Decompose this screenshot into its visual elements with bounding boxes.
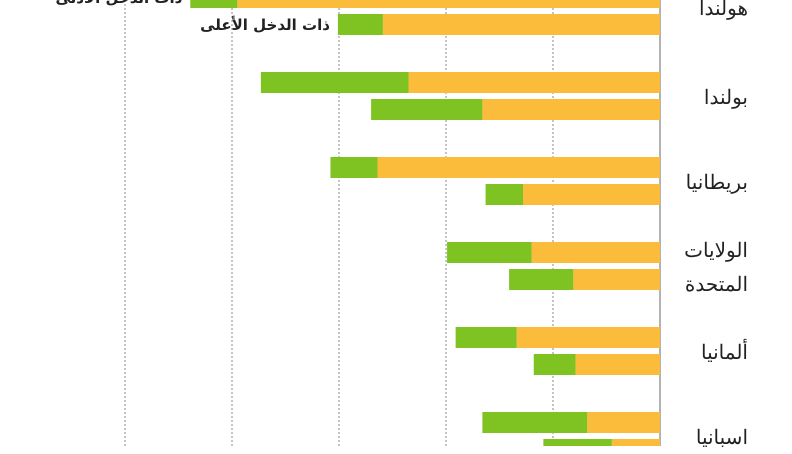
- category-label: هولندا: [698, 0, 748, 20]
- bar-segment: [260, 72, 409, 93]
- bar-segment: [533, 354, 576, 375]
- bar-segment: [455, 327, 517, 348]
- bar-segment: [237, 0, 660, 8]
- bar-segment: [531, 242, 660, 263]
- bar-segment: [447, 242, 532, 263]
- bar-segment: [408, 72, 660, 93]
- bar-segment: [611, 439, 660, 446]
- annotation: ذات الدخل الأعلى: [200, 15, 330, 34]
- bar-segment: [382, 14, 660, 35]
- bar-segment: [509, 269, 574, 290]
- bar-segment: [523, 184, 660, 205]
- bar-segment: [575, 354, 660, 375]
- bar-segment: [485, 184, 524, 205]
- category-label: بولندا: [703, 85, 748, 109]
- bar-segment: [337, 14, 383, 35]
- category-label: ألمانيا: [700, 340, 748, 364]
- bar-segment: [330, 157, 378, 178]
- annotation: ذات الدخل الأدنى: [55, 0, 182, 7]
- bar-segment: [190, 0, 238, 8]
- category-label: اسبانيا: [695, 425, 748, 449]
- bar-segment: [377, 157, 660, 178]
- bar-segment: [573, 269, 660, 290]
- bar-segment: [371, 99, 483, 120]
- category-label: الولايات المتحدة: [684, 238, 748, 296]
- bar-segment: [516, 327, 660, 348]
- bar-segment: [482, 412, 588, 433]
- bar-segment: [543, 439, 612, 446]
- bar-segment: [587, 412, 660, 433]
- category-label: بريطانيا: [685, 170, 748, 194]
- bar-segment: [482, 99, 660, 120]
